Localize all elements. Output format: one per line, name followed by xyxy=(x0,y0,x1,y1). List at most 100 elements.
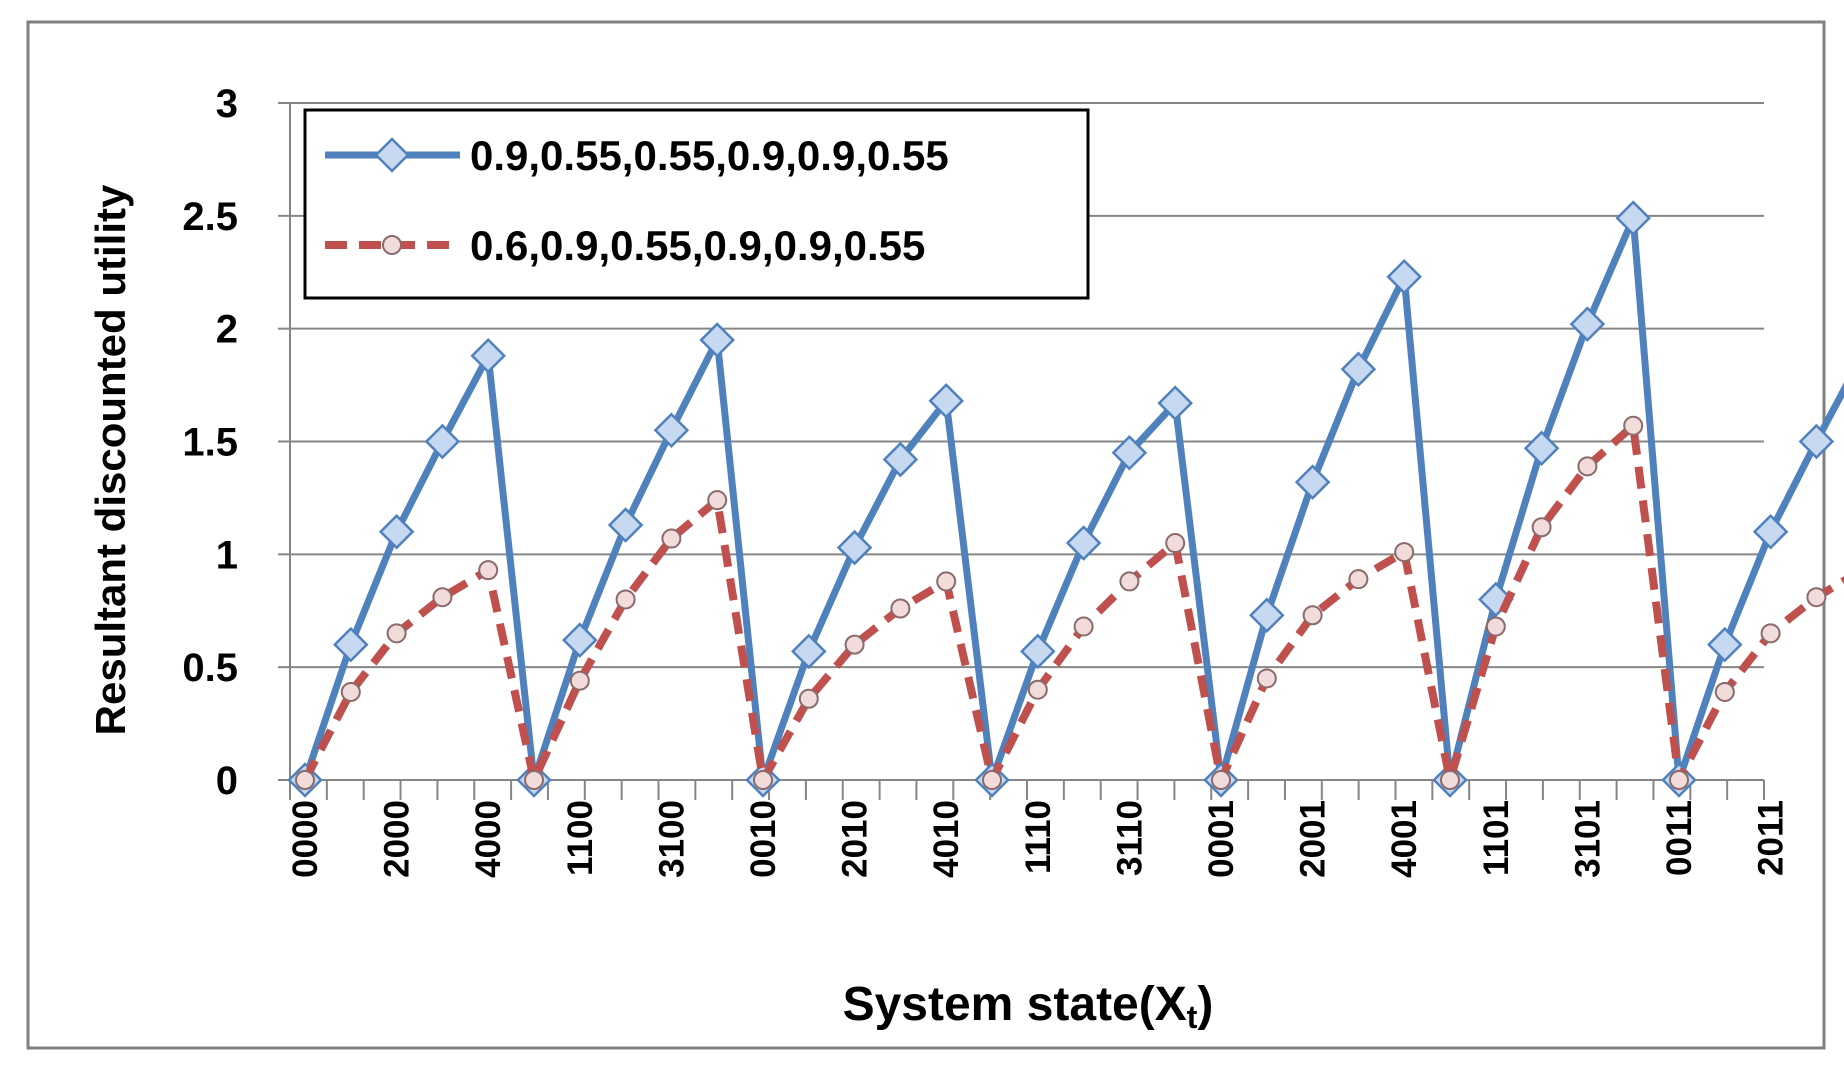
series-line xyxy=(301,214,1844,784)
x-tick-label: 3101 xyxy=(1568,800,1607,878)
x-tick-label: 3110 xyxy=(1110,800,1149,876)
x-tick-label: 2010 xyxy=(836,800,875,878)
data-point-marker xyxy=(928,383,964,419)
data-point-marker xyxy=(432,587,453,608)
data-point-marker xyxy=(1569,306,1606,342)
data-point-marker xyxy=(836,529,873,566)
data-point-marker xyxy=(1256,668,1277,689)
data-point-marker xyxy=(1165,533,1186,554)
data-point-marker xyxy=(1394,542,1415,563)
data-point-marker xyxy=(1302,605,1323,626)
x-axis-title-subscript: t xyxy=(1187,999,1198,1035)
x-tick-label: 0010 xyxy=(744,800,783,878)
legend-marker xyxy=(374,137,410,173)
data-point-marker xyxy=(562,622,598,658)
series-line xyxy=(301,421,1844,784)
data-point-marker xyxy=(333,626,369,663)
data-point-marker xyxy=(1211,770,1231,790)
data-point-marker xyxy=(753,770,773,790)
y-tick-label: 2 xyxy=(216,308,238,352)
x-tick-label: 4010 xyxy=(927,800,966,878)
x-tick-label: 4000 xyxy=(469,800,508,878)
data-point-marker xyxy=(424,423,461,460)
data-point-marker xyxy=(1111,435,1148,471)
data-point-marker xyxy=(699,322,735,358)
data-point-marker xyxy=(615,589,636,610)
legend-marker xyxy=(382,235,402,255)
data-point-marker xyxy=(791,633,827,670)
x-tick-label: 2001 xyxy=(1294,800,1333,878)
x-axis-title-close: ) xyxy=(1197,978,1213,1031)
data-point-marker xyxy=(378,513,415,550)
data-point-marker xyxy=(1523,430,1560,467)
y-tick-label: 3 xyxy=(216,82,238,126)
data-point-marker xyxy=(1752,513,1789,550)
x-tick-label: 1110 xyxy=(1019,800,1058,874)
data-point-marker xyxy=(1386,258,1422,295)
data-point-marker xyxy=(1760,623,1781,644)
data-point-marker xyxy=(1623,415,1644,436)
data-point-marker xyxy=(882,441,919,478)
data-point-marker xyxy=(1615,200,1651,236)
data-point-marker xyxy=(470,337,506,374)
data-point-marker xyxy=(1806,587,1827,608)
data-point-marker xyxy=(340,681,361,702)
y-tick-label: 1 xyxy=(216,533,238,577)
x-axis-title: System state(Xt) xyxy=(843,978,1214,1035)
data-point-marker xyxy=(1714,681,1735,702)
x-tick-label: 2000 xyxy=(378,800,417,878)
data-point-marker xyxy=(1577,456,1598,477)
data-point-marker xyxy=(1073,616,1094,637)
data-point-marker xyxy=(1157,385,1193,421)
data-point-marker xyxy=(707,490,728,511)
data-point-marker xyxy=(1294,464,1331,500)
data-point-marker xyxy=(890,598,911,619)
x-tick-label: 4001 xyxy=(1385,800,1424,878)
data-point-marker xyxy=(661,528,682,549)
data-point-marker xyxy=(982,770,1002,790)
data-point-marker xyxy=(1798,423,1835,460)
data-point-marker xyxy=(1348,569,1369,590)
x-tick-label: 0000 xyxy=(286,800,325,878)
x-tick-label: 3100 xyxy=(652,800,691,878)
data-point-marker xyxy=(478,560,499,581)
legend-label: 0.6,0.9,0.55,0.9,0.9,0.55 xyxy=(470,222,925,269)
y-axis-title: Resultant discounted utility xyxy=(87,184,134,735)
legend-item-2: 0.6,0.9,0.55,0.9,0.9,0.55 xyxy=(325,222,925,269)
data-point-marker xyxy=(295,770,315,790)
x-tick-labels: 0000 2000 4000 1100 3100 0010 2010 4010 1110 3110… xyxy=(286,800,1844,878)
y-tick-label: 1.5 xyxy=(182,421,238,465)
data-point-marker xyxy=(386,623,407,644)
data-point-marker xyxy=(653,412,690,448)
x-tick-label: 1101 xyxy=(1477,800,1516,876)
data-point-marker xyxy=(569,670,590,691)
y-tick-labels: 0 0.5 1 1.5 2 2.5 3 xyxy=(182,82,238,803)
data-point-marker xyxy=(607,507,644,543)
series-1 xyxy=(287,200,1844,798)
data-point-marker xyxy=(1027,679,1048,700)
x-axis-title-main: System state(X xyxy=(843,978,1187,1031)
data-point-marker xyxy=(1119,571,1140,592)
legend: 0.9,0.55,0.55,0.9,0.9,0.55 0.6,0.9,0.55,0… xyxy=(303,108,1090,300)
x-tick-label: 0011 xyxy=(1660,800,1699,876)
y-tick-label: 2.5 xyxy=(182,195,238,239)
data-point-marker xyxy=(1531,517,1552,538)
x-tick-label: 1100 xyxy=(561,800,600,876)
y-tick-label: 0 xyxy=(216,759,238,803)
data-point-marker xyxy=(1340,351,1377,388)
series-2 xyxy=(295,415,1844,790)
data-point-marker xyxy=(798,688,819,709)
data-point-marker xyxy=(1020,633,1056,670)
legend-box xyxy=(303,108,1090,300)
x-tick-label: 0001 xyxy=(1202,800,1241,878)
data-point-marker xyxy=(844,634,865,655)
data-point-marker xyxy=(1440,770,1460,790)
data-point-marker xyxy=(1249,597,1285,634)
y-tick-label: 0.5 xyxy=(182,646,238,690)
data-point-marker xyxy=(936,571,957,592)
data-point-marker xyxy=(1669,770,1689,790)
series-layer xyxy=(287,200,1844,798)
data-point-marker xyxy=(524,770,544,790)
data-point-marker xyxy=(1485,616,1506,637)
